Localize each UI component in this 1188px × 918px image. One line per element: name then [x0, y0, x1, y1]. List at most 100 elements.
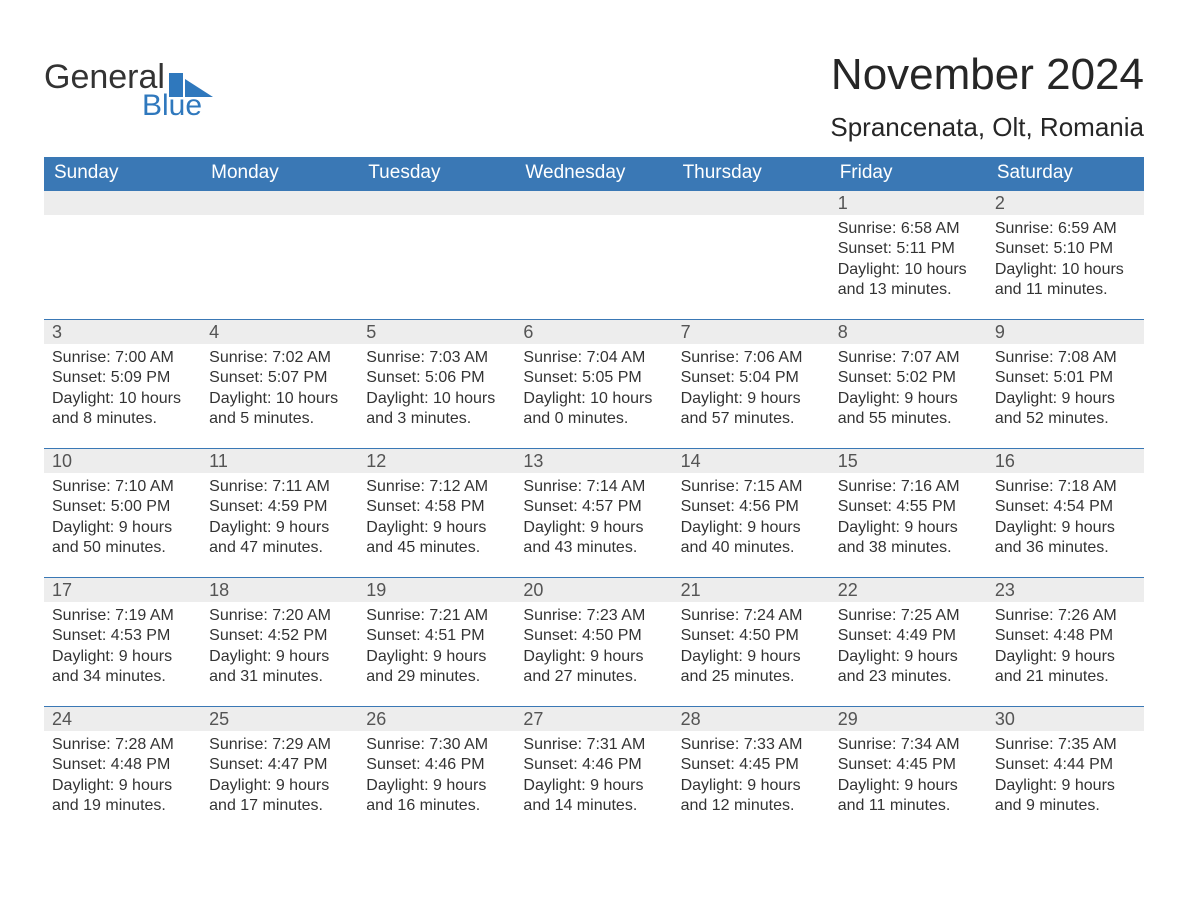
day-number: 19 [358, 578, 515, 602]
sunset-text: Sunset: 4:56 PM [681, 497, 826, 517]
sunrise-text: Sunrise: 6:59 AM [995, 219, 1140, 239]
day-number: 4 [201, 320, 358, 344]
day-cell: 29Sunrise: 7:34 AMSunset: 4:45 PMDayligh… [830, 707, 987, 835]
sunrise-text: Sunrise: 7:08 AM [995, 348, 1140, 368]
week-row: .....1Sunrise: 6:58 AMSunset: 5:11 PMDay… [44, 191, 1144, 319]
sunset-text: Sunset: 4:53 PM [52, 626, 197, 646]
day-number: 23 [987, 578, 1144, 602]
sunrise-text: Sunrise: 7:35 AM [995, 735, 1140, 755]
day-details: Sunrise: 7:04 AMSunset: 5:05 PMDaylight:… [515, 344, 672, 430]
sunset-text: Sunset: 5:01 PM [995, 368, 1140, 388]
sunrise-text: Sunrise: 7:15 AM [681, 477, 826, 497]
sunrise-text: Sunrise: 7:18 AM [995, 477, 1140, 497]
day-details: Sunrise: 7:03 AMSunset: 5:06 PMDaylight:… [358, 344, 515, 430]
sunset-text: Sunset: 5:06 PM [366, 368, 511, 388]
sunrise-text: Sunrise: 7:26 AM [995, 606, 1140, 626]
daylight-text: Daylight: 9 hours and 36 minutes. [995, 518, 1140, 559]
day-number: 3 [44, 320, 201, 344]
day-number: 30 [987, 707, 1144, 731]
daylight-text: Daylight: 9 hours and 47 minutes. [209, 518, 354, 559]
day-details: Sunrise: 7:20 AMSunset: 4:52 PMDaylight:… [201, 602, 358, 688]
day-number: 10 [44, 449, 201, 473]
daylight-text: Daylight: 9 hours and 55 minutes. [838, 389, 983, 430]
day-details: Sunrise: 7:24 AMSunset: 4:50 PMDaylight:… [673, 602, 830, 688]
daylight-text: Daylight: 10 hours and 3 minutes. [366, 389, 511, 430]
day-details: Sunrise: 7:07 AMSunset: 5:02 PMDaylight:… [830, 344, 987, 430]
daylight-text: Daylight: 9 hours and 11 minutes. [838, 776, 983, 817]
day-cell: 10Sunrise: 7:10 AMSunset: 5:00 PMDayligh… [44, 449, 201, 577]
sunrise-text: Sunrise: 7:16 AM [838, 477, 983, 497]
sunrise-text: Sunrise: 7:24 AM [681, 606, 826, 626]
sunrise-text: Sunrise: 7:29 AM [209, 735, 354, 755]
day-number: 29 [830, 707, 987, 731]
daylight-text: Daylight: 9 hours and 9 minutes. [995, 776, 1140, 817]
calendar-table: SundayMondayTuesdayWednesdayThursdayFrid… [44, 157, 1144, 835]
day-cell: 1Sunrise: 6:58 AMSunset: 5:11 PMDaylight… [830, 191, 987, 319]
day-details: Sunrise: 7:06 AMSunset: 5:04 PMDaylight:… [673, 344, 830, 430]
sunrise-text: Sunrise: 7:20 AM [209, 606, 354, 626]
day-cell: . [44, 191, 201, 319]
day-cell: 15Sunrise: 7:16 AMSunset: 4:55 PMDayligh… [830, 449, 987, 577]
daylight-text: Daylight: 9 hours and 57 minutes. [681, 389, 826, 430]
location-subtitle: Sprancenata, Olt, Romania [830, 112, 1144, 143]
sunrise-text: Sunrise: 7:11 AM [209, 477, 354, 497]
daylight-text: Daylight: 9 hours and 23 minutes. [838, 647, 983, 688]
sunrise-text: Sunrise: 7:07 AM [838, 348, 983, 368]
day-details: Sunrise: 7:00 AMSunset: 5:09 PMDaylight:… [44, 344, 201, 430]
week-row: 10Sunrise: 7:10 AMSunset: 5:00 PMDayligh… [44, 448, 1144, 577]
day-details: Sunrise: 6:58 AMSunset: 5:11 PMDaylight:… [830, 215, 987, 301]
daylight-text: Daylight: 9 hours and 34 minutes. [52, 647, 197, 688]
daylight-text: Daylight: 10 hours and 5 minutes. [209, 389, 354, 430]
day-number: 28 [673, 707, 830, 731]
sunset-text: Sunset: 5:02 PM [838, 368, 983, 388]
day-cell: 4Sunrise: 7:02 AMSunset: 5:07 PMDaylight… [201, 320, 358, 448]
week-row: 17Sunrise: 7:19 AMSunset: 4:53 PMDayligh… [44, 577, 1144, 706]
daylight-text: Daylight: 9 hours and 16 minutes. [366, 776, 511, 817]
daylight-text: Daylight: 10 hours and 8 minutes. [52, 389, 197, 430]
day-cell: 11Sunrise: 7:11 AMSunset: 4:59 PMDayligh… [201, 449, 358, 577]
sunrise-text: Sunrise: 7:28 AM [52, 735, 197, 755]
sunset-text: Sunset: 4:51 PM [366, 626, 511, 646]
sunset-text: Sunset: 4:54 PM [995, 497, 1140, 517]
sunset-text: Sunset: 4:44 PM [995, 755, 1140, 775]
daylight-text: Daylight: 10 hours and 0 minutes. [523, 389, 668, 430]
sunrise-text: Sunrise: 7:00 AM [52, 348, 197, 368]
daylight-text: Daylight: 9 hours and 14 minutes. [523, 776, 668, 817]
sunrise-text: Sunrise: 7:14 AM [523, 477, 668, 497]
day-cell: 14Sunrise: 7:15 AMSunset: 4:56 PMDayligh… [673, 449, 830, 577]
day-details: Sunrise: 7:23 AMSunset: 4:50 PMDaylight:… [515, 602, 672, 688]
day-number: 22 [830, 578, 987, 602]
day-number: 8 [830, 320, 987, 344]
page: General Blue November 2024 Sprancenata, … [0, 0, 1188, 918]
day-details: Sunrise: 7:28 AMSunset: 4:48 PMDaylight:… [44, 731, 201, 817]
day-details: Sunrise: 7:19 AMSunset: 4:53 PMDaylight:… [44, 602, 201, 688]
day-number: 7 [673, 320, 830, 344]
week-row: 3Sunrise: 7:00 AMSunset: 5:09 PMDaylight… [44, 319, 1144, 448]
day-cell: 17Sunrise: 7:19 AMSunset: 4:53 PMDayligh… [44, 578, 201, 706]
header: General Blue November 2024 Sprancenata, … [44, 30, 1144, 143]
day-cell: 24Sunrise: 7:28 AMSunset: 4:48 PMDayligh… [44, 707, 201, 835]
sunrise-text: Sunrise: 7:10 AM [52, 477, 197, 497]
sunset-text: Sunset: 5:09 PM [52, 368, 197, 388]
daylight-text: Daylight: 9 hours and 19 minutes. [52, 776, 197, 817]
sunset-text: Sunset: 5:05 PM [523, 368, 668, 388]
day-details: Sunrise: 7:12 AMSunset: 4:58 PMDaylight:… [358, 473, 515, 559]
daylight-text: Daylight: 9 hours and 38 minutes. [838, 518, 983, 559]
brand-logo: General Blue [44, 30, 213, 123]
sunset-text: Sunset: 4:47 PM [209, 755, 354, 775]
daylight-text: Daylight: 9 hours and 21 minutes. [995, 647, 1140, 688]
sunrise-text: Sunrise: 7:04 AM [523, 348, 668, 368]
day-number: . [201, 191, 358, 215]
day-cell: 7Sunrise: 7:06 AMSunset: 5:04 PMDaylight… [673, 320, 830, 448]
day-number: 17 [44, 578, 201, 602]
daylight-text: Daylight: 9 hours and 29 minutes. [366, 647, 511, 688]
day-cell: 12Sunrise: 7:12 AMSunset: 4:58 PMDayligh… [358, 449, 515, 577]
day-details: Sunrise: 7:30 AMSunset: 4:46 PMDaylight:… [358, 731, 515, 817]
day-details: Sunrise: 7:14 AMSunset: 4:57 PMDaylight:… [515, 473, 672, 559]
day-cell: 21Sunrise: 7:24 AMSunset: 4:50 PMDayligh… [673, 578, 830, 706]
sunset-text: Sunset: 5:11 PM [838, 239, 983, 259]
day-number: 25 [201, 707, 358, 731]
title-block: November 2024 Sprancenata, Olt, Romania [830, 30, 1144, 143]
day-number: . [44, 191, 201, 215]
daylight-text: Daylight: 9 hours and 40 minutes. [681, 518, 826, 559]
